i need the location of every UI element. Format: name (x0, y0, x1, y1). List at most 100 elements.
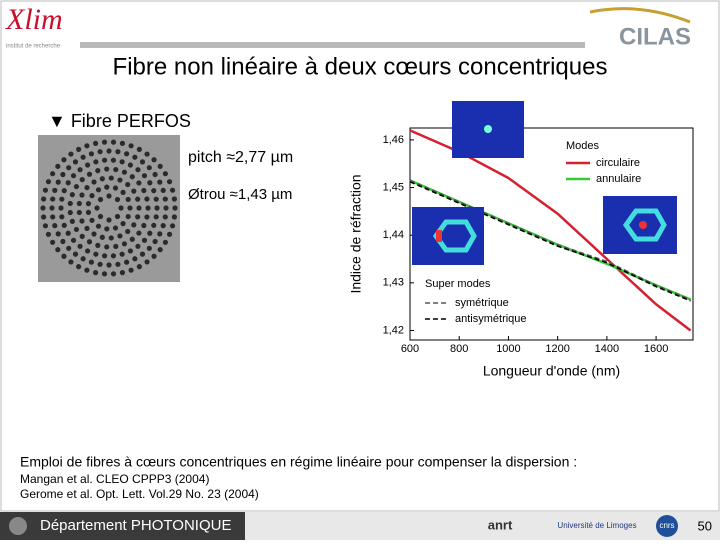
hole (171, 196, 177, 202)
header-bar (80, 42, 585, 48)
hole (104, 184, 110, 190)
hole (69, 218, 75, 224)
hole (91, 179, 97, 185)
hole (68, 151, 74, 157)
legend-label: annulaire (596, 173, 641, 185)
hole (135, 243, 141, 249)
hole (154, 205, 160, 211)
hole (40, 205, 46, 211)
hole (144, 214, 150, 220)
logo-right: CILAS (619, 23, 691, 50)
hole (84, 267, 90, 273)
hole (136, 146, 142, 152)
hole (89, 193, 95, 199)
hole (147, 230, 153, 236)
hole (93, 251, 99, 257)
hole (45, 231, 52, 237)
hole (110, 139, 117, 145)
logo-cnrs: cnrs (659, 521, 674, 530)
mode-spot (484, 125, 492, 133)
hole (131, 188, 137, 194)
hole (95, 223, 102, 229)
hole (157, 247, 163, 253)
hole (68, 259, 74, 265)
hole (85, 209, 92, 215)
hole (151, 157, 157, 163)
hole (132, 256, 138, 262)
hole (146, 165, 152, 171)
hole (95, 187, 102, 193)
hole (97, 196, 104, 203)
x-tick-label: 600 (401, 343, 419, 355)
hole (79, 177, 85, 183)
hole (127, 205, 133, 211)
hole (152, 238, 158, 245)
hole (70, 173, 77, 179)
hole (106, 262, 112, 268)
hole (144, 196, 150, 202)
hole (61, 188, 67, 194)
hole (50, 214, 56, 220)
hole (131, 222, 137, 228)
mode-peak (639, 221, 647, 229)
hole (88, 259, 94, 265)
hole (50, 171, 56, 177)
chart: 1,42 1,43 1,44 1,45 1,46 600 800 1000 1200 1400 16… (348, 127, 694, 379)
hole (79, 192, 85, 198)
hole (118, 205, 124, 211)
hole (59, 196, 65, 202)
hole (104, 166, 110, 172)
hole (77, 167, 83, 173)
legend-label: circulaire (596, 157, 640, 169)
fiber-holes (40, 139, 178, 277)
footer-dept-bg (0, 512, 245, 540)
hole (112, 185, 119, 191)
x-tick-label: 1600 (644, 343, 668, 355)
y-tick-label: 1,42 (383, 324, 404, 336)
hole (106, 217, 112, 223)
hole (152, 171, 158, 178)
hole (162, 171, 168, 177)
hole (108, 235, 114, 241)
hole (136, 264, 142, 270)
hole (128, 143, 134, 149)
hole (125, 181, 131, 188)
hole (50, 196, 56, 202)
hole (55, 247, 61, 253)
hole (85, 248, 91, 254)
hole (72, 159, 79, 165)
hole (124, 259, 130, 265)
hole (52, 187, 58, 193)
param: Øtrou ≈1,43 µm (188, 186, 292, 203)
hole (55, 163, 61, 169)
hole (65, 180, 71, 186)
hole (162, 239, 168, 245)
hole (61, 222, 67, 228)
hole (91, 231, 97, 237)
y-tick-label: 1,43 (383, 277, 404, 289)
hole (125, 228, 131, 235)
hole (92, 140, 99, 146)
hole (144, 151, 150, 157)
hole (121, 169, 128, 175)
hole (92, 270, 99, 276)
series-line (409, 181, 691, 302)
hole (97, 261, 103, 267)
hole (73, 183, 80, 190)
hole (61, 253, 67, 259)
x-tick-label: 1000 (496, 343, 520, 355)
mode-ring (432, 219, 477, 253)
hole (157, 231, 163, 237)
hole (129, 236, 135, 242)
hole (136, 180, 142, 186)
hole (135, 196, 141, 202)
legend-label: antisymétrique (455, 313, 527, 325)
hole (115, 261, 121, 267)
hole (119, 159, 125, 165)
hole (86, 171, 93, 177)
hole (55, 231, 61, 237)
hole (141, 237, 148, 243)
hole (110, 157, 117, 163)
y-axis-title: Indice de réfraction (348, 174, 364, 293)
hole (163, 205, 169, 211)
